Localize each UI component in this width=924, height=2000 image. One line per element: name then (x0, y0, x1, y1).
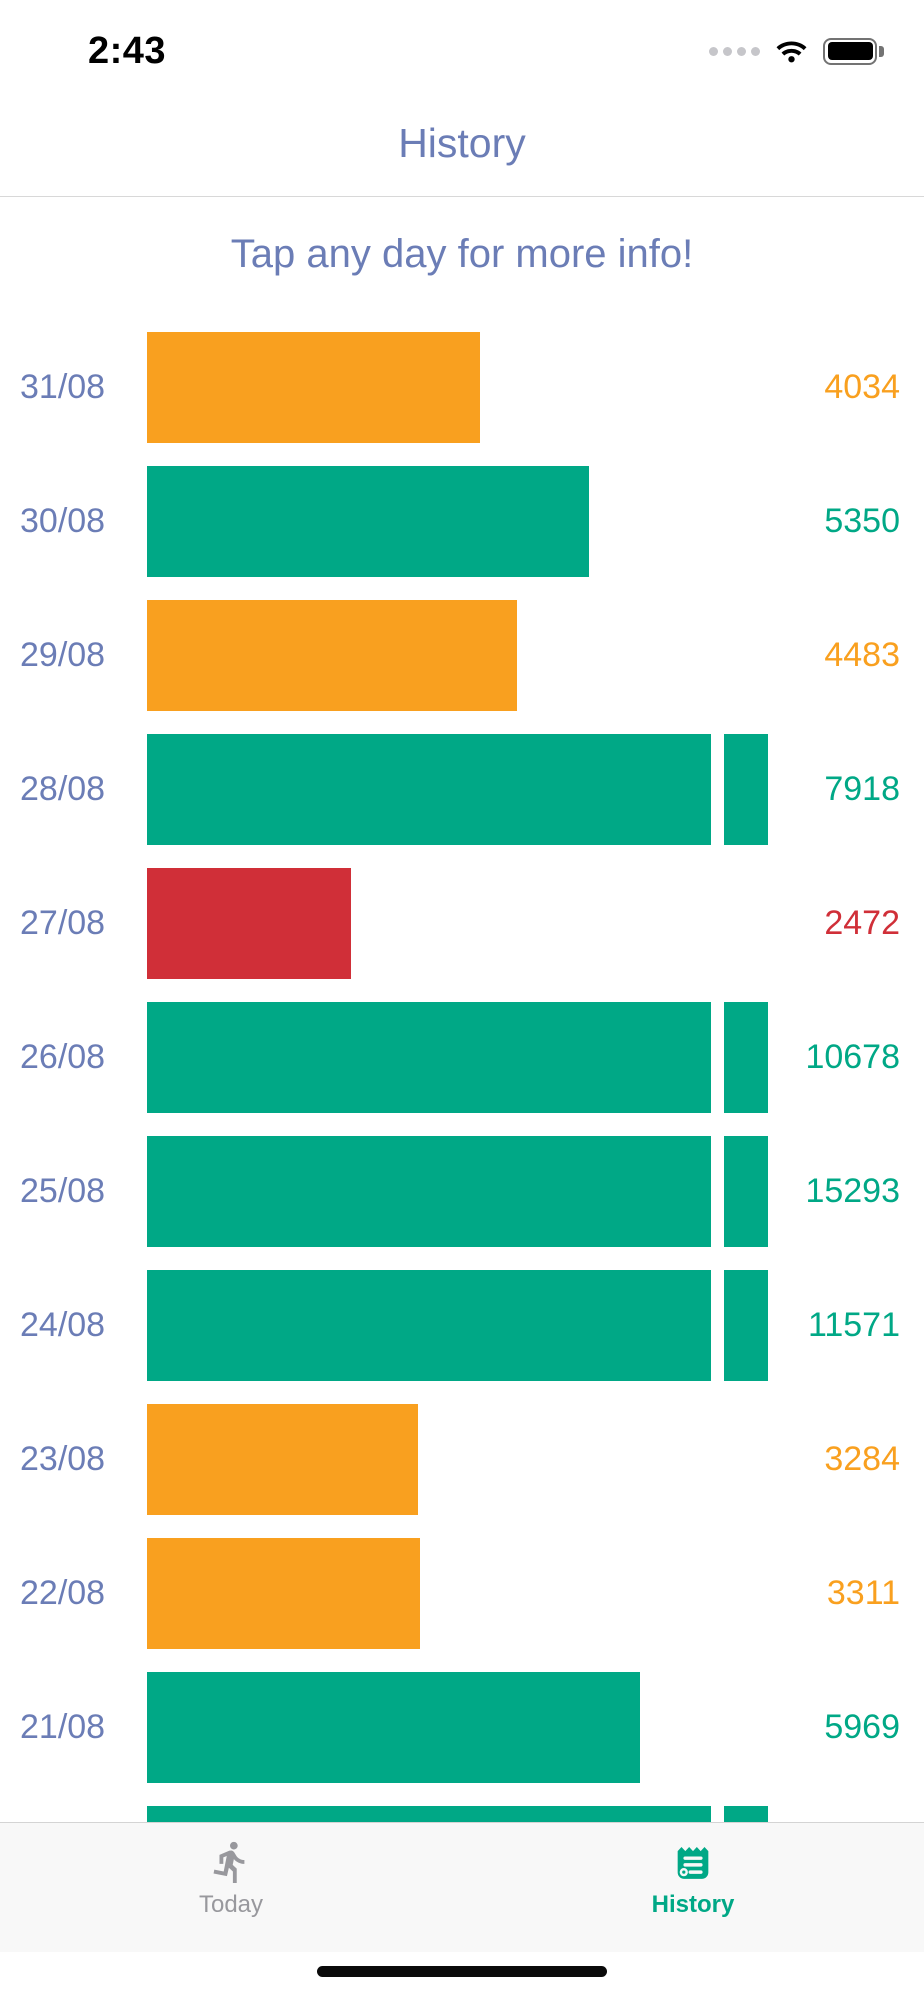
header-divider (0, 196, 924, 197)
tab-today-label: Today (198, 1891, 264, 1918)
day-date-label: 26/08 (20, 1038, 106, 1076)
steps-bar-overflow-notch (724, 1136, 768, 1247)
steps-bar[interactable] (147, 466, 589, 577)
day-value-label: 15293 (805, 1172, 900, 1210)
day-value-label: 5969 (824, 1708, 900, 1746)
day-date-label: 22/08 (20, 1574, 106, 1612)
steps-bar[interactable] (147, 600, 517, 711)
steps-bar-overflow-notch (724, 1002, 768, 1113)
day-value-label: 5350 (824, 502, 900, 540)
wifi-icon (776, 41, 807, 63)
day-row[interactable]: 21/08 5969 (0, 1672, 924, 1806)
day-date-label: 30/08 (20, 502, 106, 540)
day-date-label: 21/08 (20, 1708, 106, 1746)
day-row[interactable]: 25/08 15293 (0, 1136, 924, 1270)
steps-bar[interactable] (147, 868, 351, 979)
day-date-label: 27/08 (20, 904, 106, 942)
day-row[interactable]: 31/08 4034 (0, 332, 924, 466)
steps-bar[interactable] (147, 1404, 418, 1515)
clock: 2:43 (88, 30, 167, 72)
cellular-dots-icon (709, 46, 760, 56)
day-value-label: 3284 (824, 1440, 900, 1478)
day-row[interactable]: 30/08 5350 (0, 466, 924, 600)
day-row[interactable]: 22/08 3311 (0, 1538, 924, 1672)
steps-bar[interactable] (147, 1002, 711, 1113)
day-row[interactable]: 23/08 3284 (0, 1404, 924, 1538)
day-date-label: 23/08 (20, 1440, 106, 1478)
day-row[interactable]: 24/08 11571 (0, 1270, 924, 1404)
day-date-label: 31/08 (20, 368, 106, 406)
day-value-label: 4483 (824, 636, 900, 674)
day-date-label: 28/08 (20, 770, 106, 808)
day-row[interactable]: 26/08 10678 (0, 1002, 924, 1136)
day-value-label: 2472 (824, 904, 900, 942)
day-value-label: 10678 (805, 1038, 900, 1076)
status-bar: 2:43 (0, 0, 924, 92)
day-date-label: 24/08 (20, 1306, 106, 1344)
history-scroll-icon (677, 1847, 709, 1879)
steps-bar-overflow-notch (724, 734, 768, 845)
tab-today[interactable]: Today (0, 1823, 462, 1952)
page-title: History (398, 120, 526, 166)
day-value-label: 3311 (826, 1574, 900, 1612)
day-row[interactable]: 27/08 2472 (0, 868, 924, 1002)
history-bar-chart: 31/08 4034 30/08 5350 29/08 4483 28/08 7918 27/0… (0, 332, 924, 1940)
steps-bar[interactable] (147, 1672, 640, 1783)
day-date-label: 29/08 (20, 636, 106, 674)
tab-history[interactable]: History (462, 1823, 924, 1952)
status-icons (709, 36, 884, 66)
steps-bar-overflow-notch (724, 1270, 768, 1381)
chart-hint-text: Tap any day for more info! (230, 232, 694, 276)
walking-person-icon (213, 1841, 245, 1884)
day-date-label: 25/08 (20, 1172, 106, 1210)
steps-bar[interactable] (147, 734, 711, 845)
tab-history-label: History (651, 1891, 735, 1918)
steps-bar[interactable] (147, 1538, 420, 1649)
steps-bar[interactable] (147, 1270, 711, 1381)
day-value-label: 11571 (807, 1306, 900, 1344)
day-row[interactable]: 29/08 4483 (0, 600, 924, 734)
day-value-label: 7918 (824, 770, 900, 808)
day-row[interactable]: 28/08 7918 (0, 734, 924, 868)
steps-bar[interactable] (147, 332, 480, 443)
home-indicator[interactable] (317, 1966, 607, 1977)
day-value-label: 4034 (824, 368, 900, 406)
battery-icon (823, 37, 884, 65)
tab-bar: Today History (0, 1822, 924, 1952)
steps-bar[interactable] (147, 1136, 711, 1247)
